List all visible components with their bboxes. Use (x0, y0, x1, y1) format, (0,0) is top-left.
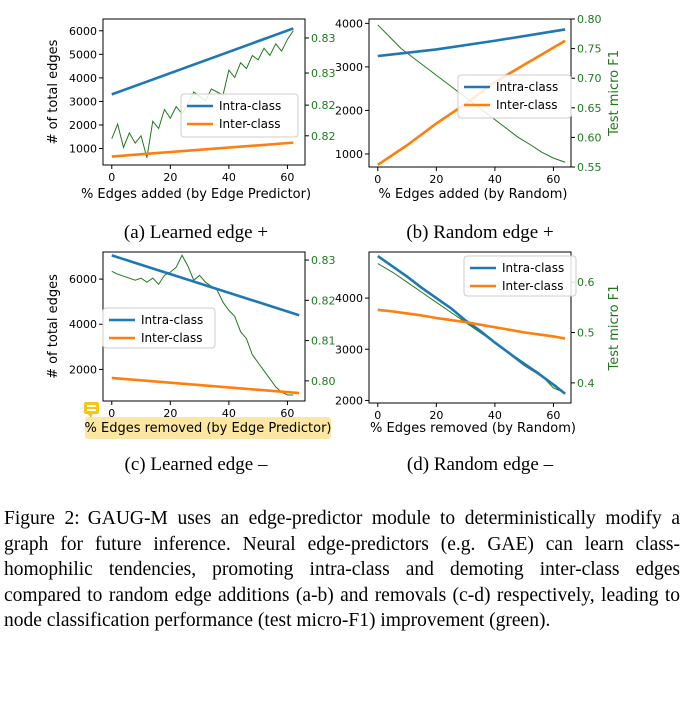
x-axis-title: % Edges removed (by Random) (370, 421, 576, 436)
x-tick-label: 0 (374, 173, 381, 186)
y-axis-title: # of total edges (46, 39, 61, 144)
caption-label: Figure 2: (4, 508, 80, 529)
y2-tick-label: 0.60 (577, 131, 602, 144)
plot-frame (102, 18, 306, 166)
x-axis-title: % Edges added (by Random) (378, 187, 567, 202)
x-axis-title: % Edges removed (by Edge Predictor) (84, 421, 331, 436)
y2-tick-label: 0.83 (311, 254, 336, 267)
x-tick-label: 0 (108, 407, 115, 420)
y-tick-label: 4000 (335, 17, 363, 30)
text-highlight (85, 417, 331, 439)
y2-tick-label: 0.80 (311, 375, 336, 388)
x-tick-label: 40 (222, 407, 236, 420)
legend: Intra-class Inter-class (180, 93, 299, 138)
y2-tick-label: 0.6 (577, 276, 595, 289)
y-tick-label: 4000 (69, 72, 97, 85)
plot-frame (368, 251, 572, 404)
legend-label: Inter-class (219, 117, 281, 131)
y-tick-label: 2000 (335, 394, 363, 407)
legend: Intra-class Inter-class (102, 307, 216, 349)
y2-tick-label: 0.5 (577, 327, 595, 340)
x-tick-label: 20 (429, 409, 443, 422)
legend-label: Intra-class (141, 313, 203, 327)
inter-class-series-line (111, 376, 300, 395)
intra-class-series-line (111, 27, 294, 96)
plot-area (111, 27, 294, 158)
x-tick-label: 60 (546, 173, 560, 186)
x-axis-title: % Edges added (by Edge Predictor) (81, 187, 311, 202)
y2-tick-label: 0.70 (577, 72, 602, 85)
y2-tick-label: 0.81 (311, 335, 336, 348)
subcaption: (d) Random edge – (407, 454, 554, 475)
y2-tick-label: 0.65 (577, 102, 602, 115)
chart-panel-d: 0 20 40 60 2000 3000 4000 0.4 0.5 0.6 % Edges remo… (335, 251, 622, 475)
x-axis-title-prefix: % (84, 421, 101, 436)
y-tick-label: 1000 (335, 148, 363, 161)
intra-class-series-line (377, 28, 566, 58)
figure-caption: Figure 2: GAUG-M uses an edge-predictor m… (4, 506, 680, 634)
y-tick-label: 2000 (69, 363, 97, 376)
legend: Intra-class Inter-class (457, 74, 572, 119)
y-tick-label: 1000 (69, 143, 97, 156)
y-axis-title: # of total edges (46, 274, 61, 379)
chart-panel-a: 0 20 40 60 1000 2000 3000 4000 5000 6000 0.83 0.83 0… (46, 18, 336, 243)
y2-axis-title: Test micro F1 (607, 284, 622, 371)
x-tick-label: 0 (108, 171, 115, 184)
chart-panel-b: 0 20 40 60 1000 2000 3000 4000 0.55 0.60 0.65 0.70 0… (335, 13, 622, 243)
legend-label: Inter-class (141, 331, 203, 345)
comment-icon[interactable] (84, 402, 99, 418)
legend: Intra-class Inter-class (463, 255, 577, 297)
subcaption: (b) Random edge + (406, 222, 553, 243)
subcaption: (c) Learned edge – (125, 454, 268, 475)
x-tick-label: 60 (546, 409, 560, 422)
inter-class-series-line (111, 141, 294, 158)
x-tick-label: 40 (488, 173, 502, 186)
y2-tick-label: 0.83 (311, 32, 336, 45)
y2-tick-label: 0.4 (577, 377, 595, 390)
plot-area (111, 254, 300, 396)
y2-tick-label: 0.55 (577, 161, 602, 174)
y-tick-label: 6000 (69, 273, 97, 286)
x-tick-label: 40 (222, 171, 236, 184)
x-tick-label: 40 (488, 409, 502, 422)
x-axis-title-highlighted: Edges removed (by Edge Predictor) (101, 421, 332, 436)
x-tick-label: 20 (163, 171, 177, 184)
y-tick-label: 3000 (335, 61, 363, 74)
legend-label: Intra-class (496, 80, 558, 94)
subcaption: (a) Learned edge + (124, 222, 268, 243)
y2-tick-label: 0.80 (577, 13, 602, 26)
legend-label: Intra-class (219, 99, 281, 113)
y2-tick-label: 0.75 (577, 43, 602, 56)
legend-label: Inter-class (496, 98, 558, 112)
y-tick-label: 2000 (335, 104, 363, 117)
legend-label: Inter-class (502, 279, 564, 293)
y2-tick-label: 0.82 (311, 99, 336, 112)
y2-tick-label: 0.83 (311, 67, 336, 80)
y-tick-label: 5000 (69, 48, 97, 61)
legend-label: Intra-class (502, 261, 564, 275)
plot-area (377, 255, 566, 395)
intra-class-series-line (111, 254, 300, 317)
f1-series-line (111, 254, 294, 396)
y-tick-label: 3000 (335, 343, 363, 356)
inter-class-series-line (377, 308, 566, 340)
x-tick-label: 60 (280, 407, 294, 420)
x-tick-label: 0 (374, 409, 381, 422)
x-tick-label: 20 (429, 173, 443, 186)
y-tick-label: 3000 (69, 95, 97, 108)
y2-tick-label: 0.82 (311, 130, 336, 143)
y2-axis-title: Test micro F1 (607, 50, 622, 137)
y-tick-label: 6000 (69, 25, 97, 38)
y-tick-label: 4000 (69, 318, 97, 331)
y2-tick-label: 0.82 (311, 294, 336, 307)
y-tick-label: 2000 (69, 119, 97, 132)
caption-text: GAUG-M uses an edge-predictor module to … (4, 508, 680, 631)
x-tick-label: 20 (163, 407, 177, 420)
x-tick-label: 60 (280, 171, 294, 184)
intra-class-series-line (377, 255, 566, 395)
y-tick-label: 4000 (335, 292, 363, 305)
